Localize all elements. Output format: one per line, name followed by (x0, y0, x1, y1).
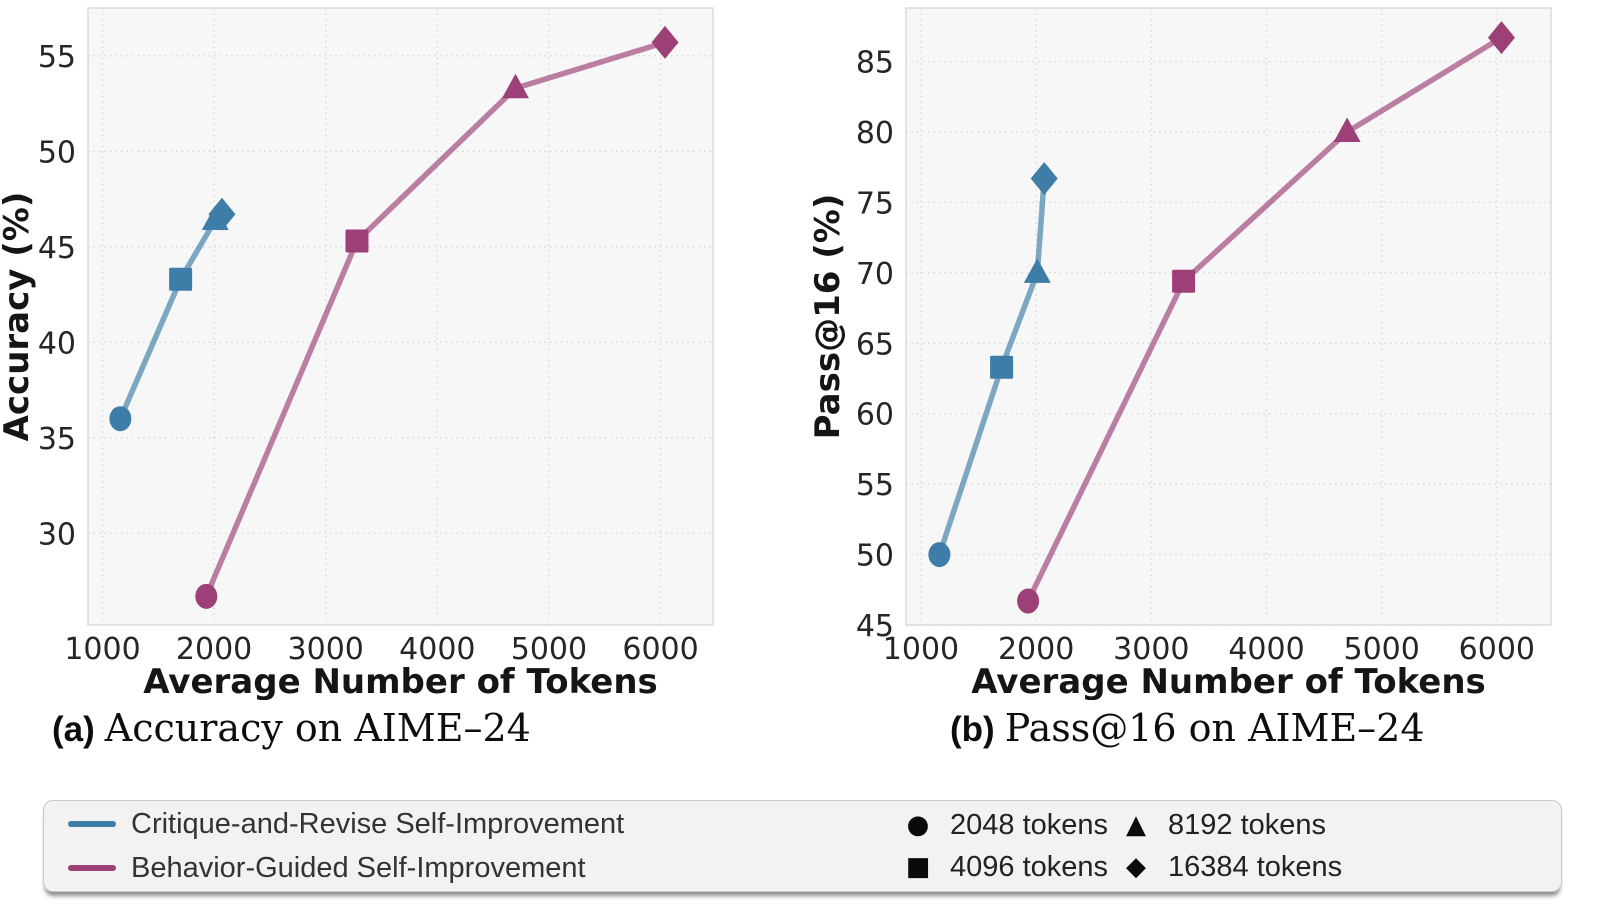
legend-marker-column-1: ● 2048 tokens ■ 4096 tokens (898, 809, 1116, 884)
x-tick-label: 4000 (1228, 632, 1304, 667)
legend-marker-row-circle: ● 2048 tokens (898, 809, 1116, 842)
diamond-marker-icon: ◆ (1126, 852, 1146, 882)
panel-pass-at-16: 1000 2000 3000 4000 5000 6000 45 50 55 60 65 70 75 80… (811, 0, 1623, 700)
x-tick-label: 3000 (1113, 632, 1189, 667)
x-tick-label: 4000 (399, 632, 475, 667)
data-point-marker-triangle (1023, 258, 1051, 283)
x-tick-label: 2000 (998, 632, 1074, 667)
legend-marker-column-2: ▲ 8192 tokens ◆ 16384 tokens (1116, 809, 1342, 884)
legend-series-label: Behavior-Guided Self-Improvement (131, 851, 586, 884)
data-point-marker-square (169, 267, 193, 291)
legend-series-row-1: Behavior-Guided Self-Improvement (68, 852, 898, 885)
y-tick-label: 50 (38, 135, 76, 170)
y-tick-label: 45 (38, 231, 76, 266)
caption-b-text: Pass@16 on AIME–24 (1004, 706, 1425, 750)
caption-a-tag: (a) (52, 710, 95, 749)
y-tick-label: 40 (38, 326, 76, 361)
data-point-marker-circle (195, 583, 218, 609)
x-tick-label: 6000 (622, 632, 698, 667)
legend-marker-row-square: ■ 4096 tokens (898, 851, 1116, 884)
pass-at-16-chart: 1000 2000 3000 4000 5000 6000 45 50 55 60 65 70 75 80… (811, 7, 1552, 700)
y-tick-label: 30 (38, 517, 76, 552)
series-line-swatch (68, 865, 116, 871)
y-tick-label: 55 (38, 40, 76, 75)
x-tick-label: 1000 (883, 632, 959, 667)
y-tick-label: 55 (856, 468, 894, 503)
y-tick-label: 70 (856, 257, 894, 292)
y-tick-label: 65 (856, 327, 894, 362)
x-tick-label: 6000 (1459, 632, 1535, 667)
chart-panels: 1000 2000 3000 4000 5000 6000 30 35 40 45 50 55 Aver… (0, 0, 1623, 700)
data-point-marker-triangle (1333, 117, 1361, 142)
x-tick-label: 1000 (64, 632, 140, 667)
legend-marker-row-triangle: ▲ 8192 tokens (1116, 809, 1342, 842)
x-tick-label: 5000 (1344, 632, 1420, 667)
circle-marker-icon: ● (906, 810, 930, 840)
data-point-marker-diamond (1030, 161, 1058, 195)
x-axis-label: Average Number of Tokens (143, 662, 658, 700)
triangle-marker-icon: ▲ (1126, 810, 1146, 840)
y-tick-label: 80 (856, 116, 894, 151)
series-line (203, 39, 666, 598)
y-tick-label: 45 (856, 609, 894, 644)
series-line (936, 178, 1047, 556)
plot-area (905, 7, 1552, 626)
y-tick-label: 60 (856, 398, 894, 433)
legend-series-label: Critique-and-Revise Self-Improvement (131, 807, 625, 840)
legend-marker-label: 16384 tokens (1168, 850, 1343, 883)
x-tick-label: 5000 (511, 632, 587, 667)
y-tick-label: 75 (856, 186, 894, 221)
data-point-marker-square (1172, 269, 1196, 293)
captions-row: (a) Accuracy on AIME–24 (b) Pass@16 on AIM… (0, 706, 1623, 760)
data-point-marker-square (345, 229, 369, 253)
legend-marker-label: 4096 tokens (950, 850, 1109, 883)
x-axis-label: Average Number of Tokens (971, 662, 1486, 700)
y-tick-label: 35 (38, 422, 76, 457)
data-point-marker-diamond (208, 197, 236, 231)
accuracy-chart: 1000 2000 3000 4000 5000 6000 30 35 40 45 50 55 Aver… (0, 7, 714, 700)
data-point-marker-circle (928, 542, 951, 568)
y-tick-label: 85 (856, 46, 894, 81)
legend-marker-row-diamond: ◆ 16384 tokens (1116, 851, 1342, 884)
caption-a-text: Accuracy on AIME–24 (104, 706, 531, 750)
legend-marker-label: 2048 tokens (950, 808, 1109, 841)
data-point-marker-triangle (501, 73, 529, 99)
data-point-marker-circle (1017, 588, 1040, 614)
legend-marker-label: 8192 tokens (1168, 808, 1327, 841)
x-tick-label: 3000 (288, 632, 364, 667)
legend-series-row-0: Critique-and-Revise Self-Improvement (68, 808, 898, 841)
caption-b-tag: (b) (950, 710, 995, 749)
plot-area (87, 7, 714, 626)
legend-markers: ● 2048 tokens ■ 4096 tokens ▲ 8192 tokens ◆ 16… (898, 809, 1342, 884)
series-line-swatch (68, 821, 116, 827)
data-point-marker-square (990, 355, 1014, 379)
panel-accuracy: 1000 2000 3000 4000 5000 6000 30 35 40 45 50 55 Aver… (0, 0, 811, 700)
x-tick-label: 2000 (176, 632, 252, 667)
y-axis-label: Pass@16 (%) (811, 194, 848, 440)
caption-a: (a) Accuracy on AIME–24 (52, 706, 531, 750)
y-tick-label: 50 (856, 539, 894, 574)
legend-series-column: Critique-and-Revise Self-Improvement Beha… (68, 808, 898, 885)
series-line (1025, 35, 1503, 603)
data-point-marker-circle (109, 406, 132, 432)
square-marker-icon: ■ (905, 852, 931, 882)
legend: Critique-and-Revise Self-Improvement Beha… (43, 800, 1562, 892)
data-point-marker-diamond (651, 25, 679, 59)
y-axis-label: Accuracy (%) (0, 192, 37, 442)
caption-b: (b) Pass@16 on AIME–24 (950, 706, 1425, 750)
data-point-marker-diamond (1487, 21, 1515, 55)
